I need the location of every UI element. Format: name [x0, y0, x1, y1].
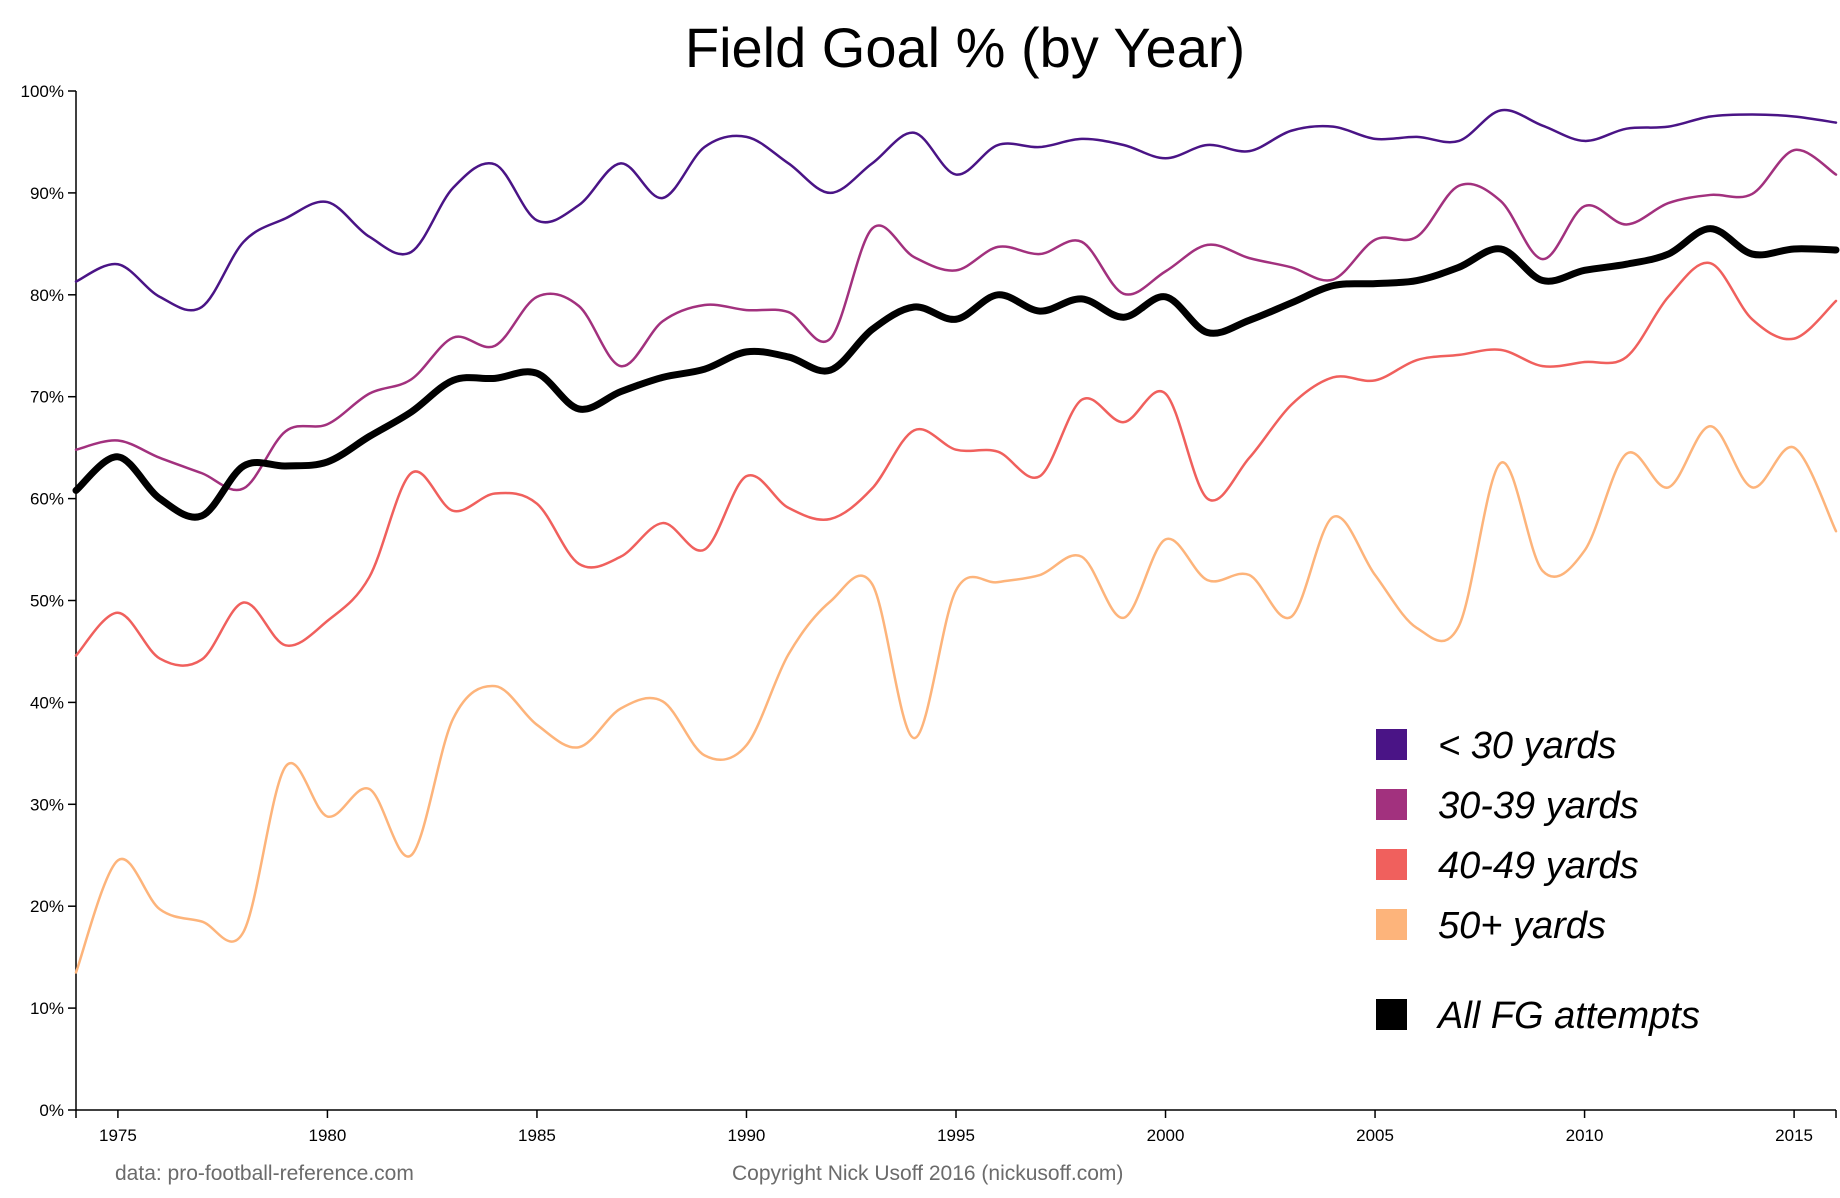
legend-label-30-39-yards: 30-39 yards — [1438, 785, 1639, 827]
series-line-40-49-yards — [74, 261, 1838, 667]
legend-label-40-49-yards: 40-49 yards — [1438, 845, 1639, 887]
x-tick-label: 2010 — [1566, 1126, 1604, 1145]
legend-swatch-all-fg-attempts — [1376, 999, 1407, 1030]
y-tick-label: 0% — [39, 1101, 64, 1120]
y-tick-label: 20% — [30, 897, 64, 916]
y-tick-label: 40% — [30, 693, 64, 712]
y-tick-label: 100% — [21, 82, 64, 101]
series-line-30-39-yards — [74, 148, 1838, 492]
y-tick-label: 60% — [30, 490, 64, 509]
y-tick-label: 50% — [30, 592, 64, 611]
legend-swatch-30-39-yards — [1376, 789, 1407, 820]
legend-swatch-50-yards — [1376, 909, 1407, 940]
x-tick-label: 1980 — [309, 1126, 347, 1145]
y-tick-label: 80% — [30, 286, 64, 305]
y-tick-label: 10% — [30, 999, 64, 1018]
legend-swatch-30-yards — [1376, 729, 1407, 760]
series-line-50-yards — [74, 425, 1838, 974]
legend-label-30-yards: < 30 yards — [1438, 725, 1617, 767]
x-tick-label: 2015 — [1775, 1126, 1813, 1145]
y-tick-label: 70% — [30, 388, 64, 407]
copyright-credit: Copyright Nick Usoff 2016 (nickusoff.com… — [732, 1162, 1123, 1185]
x-axis: 1975 1980 1985 1990 1995 2000 2005 2010 2015 — [75, 1109, 1837, 1145]
y-tick-label: 30% — [30, 795, 64, 814]
x-tick-label: 1985 — [518, 1126, 556, 1145]
data-source-credit: data: pro-football-reference.com — [115, 1162, 414, 1185]
legend-label-all-fg-attempts: All FG attempts — [1436, 995, 1700, 1037]
series-lines — [72, 108, 1840, 974]
y-axis: 0% 10% 20% 30% 40% 50% 60% 70% 80% 90% 100% — [21, 82, 77, 1120]
x-tick-label: 1995 — [937, 1126, 975, 1145]
series-line-30-yards — [74, 108, 1838, 312]
x-tick-label: 1975 — [99, 1126, 137, 1145]
y-tick-label: 90% — [30, 184, 64, 203]
x-tick-label: 2000 — [1147, 1126, 1185, 1145]
legend-swatch-40-49-yards — [1376, 849, 1407, 880]
legend: < 30 yards 30-39 yards 40-49 yards 50+ yard… — [1376, 725, 1700, 1037]
series-line-all-fg-attempts — [72, 225, 1840, 521]
x-tick-label: 1990 — [728, 1126, 766, 1145]
x-tick-label: 2005 — [1356, 1126, 1394, 1145]
chart-title: Field Goal % (by Year) — [685, 16, 1245, 79]
legend-label-50-yards: 50+ yards — [1438, 905, 1606, 947]
